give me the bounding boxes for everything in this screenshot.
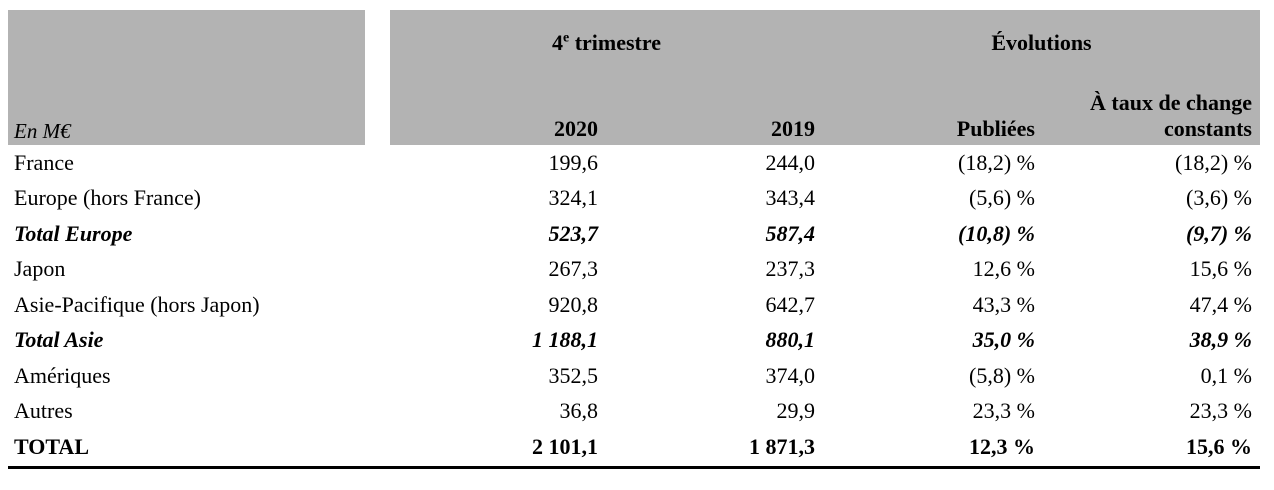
value-2020: 920,8 (548, 291, 599, 317)
value-2019: 587,4 (765, 220, 816, 246)
value-2019: 29,9 (776, 398, 816, 424)
table-row-europe-hors-france: Europe (hors France) 324,1 343,4 (5,6) %… (8, 181, 1274, 217)
table-row-total: TOTAL 2 101,1 1 871,3 12,3 % 15,6 % (8, 429, 1274, 465)
table-row-ameriques: Amériques 352,5 374,0 (5,8) % 0,1 % (8, 358, 1274, 394)
table-body: France 199,6 244,0 (18,2) % (18,2) % Eur… (8, 145, 1274, 465)
header-left-block: En M€ (8, 10, 365, 145)
value-published: (18,2) % (958, 149, 1035, 175)
revenue-table: En M€ 4e trimestre Évolutions 2020 2019 … (8, 10, 1274, 469)
row-label: Amériques (14, 362, 111, 388)
column-group-row: 4e trimestre Évolutions (390, 30, 1260, 56)
value-constant-fx: 23,3 % (1189, 398, 1252, 424)
value-2020: 352,5 (548, 362, 599, 388)
table-row-france: France 199,6 244,0 (18,2) % (18,2) % (8, 145, 1274, 181)
q4-superscript: e (562, 30, 570, 46)
row-label: France (14, 149, 74, 175)
value-constant-fx: (3,6) % (1186, 185, 1252, 211)
value-2019: 1 871,3 (749, 433, 815, 459)
value-published: 12,6 % (972, 256, 1035, 282)
value-2019: 237,3 (765, 256, 816, 282)
row-label: Japon (14, 256, 66, 282)
value-constant-fx: 38,9 % (1189, 327, 1252, 353)
table-header: En M€ 4e trimestre Évolutions 2020 2019 … (8, 10, 1274, 145)
value-2020: 199,6 (548, 149, 599, 175)
value-constant-fx: (9,7) % (1186, 220, 1252, 246)
value-2020: 36,8 (559, 398, 599, 424)
column-group-q4-trimestre: 4e trimestre (390, 30, 823, 56)
value-constant-fx: 47,4 % (1189, 291, 1252, 317)
value-published: 35,0 % (972, 327, 1035, 353)
row-label: TOTAL (14, 433, 89, 459)
value-constant-fx: (18,2) % (1175, 149, 1252, 175)
value-2020: 2 101,1 (532, 433, 598, 459)
value-constant-fx: 0,1 % (1200, 362, 1252, 388)
value-2020: 1 188,1 (532, 327, 598, 353)
value-published: 23,3 % (972, 398, 1035, 424)
value-2019: 880,1 (765, 327, 816, 353)
value-constant-fx: 15,6 % (1186, 433, 1252, 459)
row-label: Europe (hors France) (14, 185, 201, 211)
value-2019: 374,0 (765, 362, 816, 388)
value-published: (5,8) % (969, 362, 1035, 388)
table-bottom-rule (8, 465, 1260, 469)
value-published: 12,3 % (969, 433, 1035, 459)
value-2020: 324,1 (548, 185, 599, 211)
column-header-constant-fx: À taux de change constants (1090, 90, 1252, 142)
row-label: Total Asie (14, 327, 104, 353)
column-header-published: Publiées (956, 116, 1035, 142)
q4-rest: trimestre (569, 30, 662, 55)
header-right-block: 4e trimestre Évolutions 2020 2019 Publié… (390, 10, 1260, 145)
value-2019: 642,7 (765, 291, 816, 317)
table-row-total-asie: Total Asie 1 188,1 880,1 35,0 % 38,9 % (8, 323, 1274, 359)
value-2019: 343,4 (765, 185, 816, 211)
row-label: Asie-Pacifique (hors Japon) (14, 291, 260, 317)
value-published: (10,8) % (958, 220, 1035, 246)
table-row-japon: Japon 267,3 237,3 12,6 % 15,6 % (8, 252, 1274, 288)
row-label: Total Europe (14, 220, 133, 246)
value-constant-fx: 15,6 % (1189, 256, 1252, 282)
table-row-total-europe: Total Europe 523,7 587,4 (10,8) % (9,7) … (8, 216, 1274, 252)
q4-base: 4 (551, 30, 563, 55)
column-header-2019: 2019 (771, 116, 815, 142)
value-published: 43,3 % (972, 291, 1035, 317)
column-group-evolutions: Évolutions (991, 30, 1092, 55)
table-row-autres: Autres 36,8 29,9 23,3 % 23,3 % (8, 394, 1274, 430)
column-header-2020: 2020 (554, 116, 598, 142)
value-2020: 523,7 (548, 220, 599, 246)
unit-label: En M€ (14, 118, 71, 143)
value-published: (5,6) % (969, 185, 1035, 211)
value-2019: 244,0 (765, 149, 816, 175)
row-label: Autres (14, 398, 73, 424)
table-row-asie-pacifique: Asie-Pacifique (hors Japon) 920,8 642,7 … (8, 287, 1274, 323)
value-2020: 267,3 (548, 256, 599, 282)
column-header-row: 2020 2019 Publiées À taux de change cons… (390, 90, 1260, 145)
